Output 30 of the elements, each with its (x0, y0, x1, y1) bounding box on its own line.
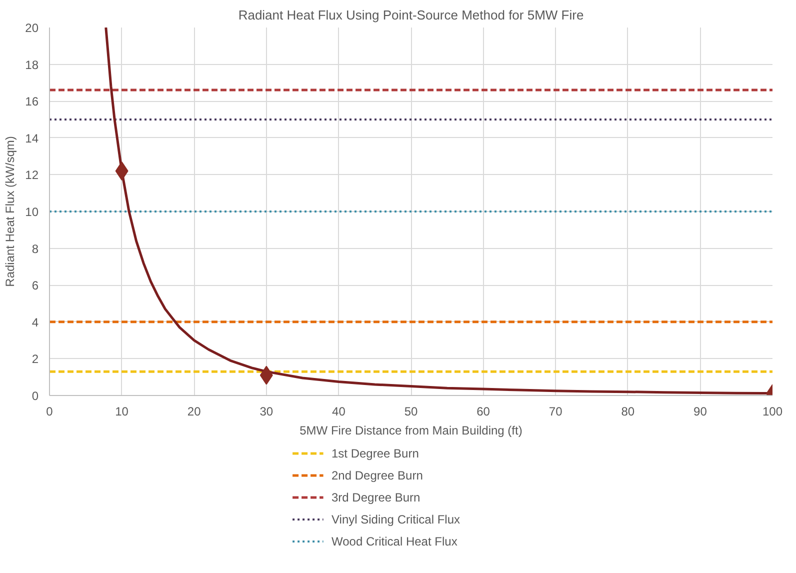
y-tick-label: 6 (32, 278, 39, 293)
legend-label: 1st Degree Burn (332, 446, 419, 460)
x-tick-label: 70 (548, 404, 563, 418)
y-tick-label: 14 (25, 131, 39, 146)
y-tick-label: 16 (25, 94, 39, 109)
legend-label: 3rd Degree Burn (332, 490, 420, 504)
legend-label: Wood Critical Heat Flux (332, 534, 458, 548)
y-axis-title: Radiant Heat Flux (kW/sqm) (3, 136, 18, 287)
x-tick-label: 30 (260, 404, 274, 418)
y-tick-label: 0 (32, 389, 39, 403)
y-tick-label: 12 (25, 168, 39, 182)
legend-label: 2nd Degree Burn (332, 468, 423, 482)
x-axis-title: 5MW Fire Distance from Main Building (ft) (300, 424, 522, 438)
y-tick-label: 20 (25, 21, 39, 35)
x-tick-label: 90 (694, 404, 708, 418)
x-tick-label: 50 (404, 404, 418, 418)
y-tick-label: 2 (32, 352, 39, 366)
x-tick-label: 20 (187, 404, 202, 418)
x-tick-label: 0 (46, 404, 54, 418)
x-tick-label: 80 (621, 404, 635, 418)
y-tick-label: 18 (25, 58, 39, 72)
x-tick-label: 100 (762, 404, 783, 418)
x-tick-label: 60 (476, 404, 490, 418)
legend-label: Vinyl Siding Critical Flux (332, 512, 460, 526)
x-tick-label: 10 (115, 404, 129, 418)
chart-title: Radiant Heat Flux Using Point-Source Method for 5MW Fire (238, 8, 584, 22)
y-tick-label: 4 (32, 315, 39, 330)
y-tick-label: 8 (32, 242, 39, 256)
x-tick-label: 40 (332, 404, 346, 418)
y-tick-label: 10 (25, 205, 39, 219)
